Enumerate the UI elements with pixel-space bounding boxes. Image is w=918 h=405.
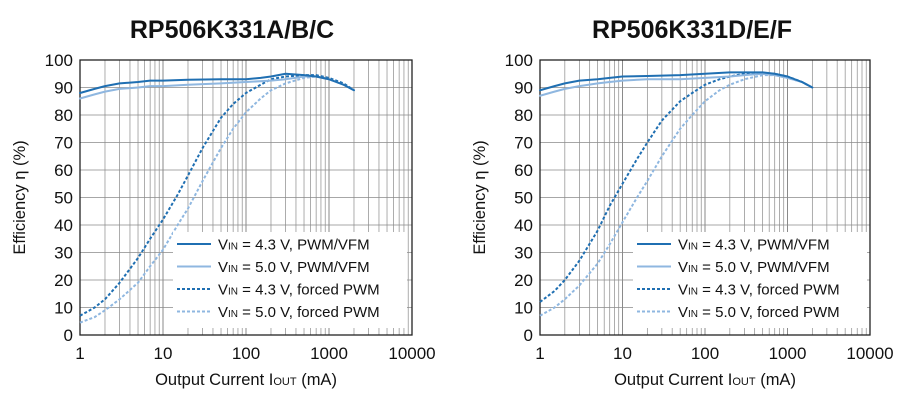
y-tick-label: 10 [54, 299, 73, 318]
y-tick-label: 60 [514, 161, 533, 180]
legend-label: VIN = 4.3 V, forced PWM [678, 282, 840, 299]
x-axis-label: Output Current IOUT (mA) [614, 371, 796, 389]
legend-label: VIN = 4.3 V, forced PWM [218, 282, 380, 299]
y-tick-label: 10 [514, 299, 533, 318]
legend-label: VIN = 4.3 V, PWM/VFM [218, 237, 370, 254]
x-tick-label: 100 [232, 344, 260, 363]
legend-label: VIN = 5.0 V, PWM/VFM [218, 259, 370, 276]
plot-frame [79, 59, 413, 336]
legend-label: VIN = 5.0 V, PWM/VFM [678, 259, 830, 276]
y-tick-label: 50 [54, 189, 73, 208]
legend-label: VIN = 4.3 V, PWM/VFM [678, 237, 830, 254]
y-tick-label: 40 [54, 216, 73, 235]
x-tick-label: 10 [154, 344, 173, 363]
y-axis-label: Efficiency η (%) [11, 140, 29, 254]
y-tick-label: 40 [514, 216, 533, 235]
x-tick-label: 10000 [388, 344, 435, 363]
chart-title: RP506K331A/B/C [130, 16, 334, 44]
legend-box [633, 232, 867, 328]
x-axis-label: Output Current IOUT (mA) [155, 371, 337, 389]
plot-frame [539, 59, 871, 336]
y-tick-label: 70 [514, 134, 533, 153]
series-line [539, 72, 814, 97]
y-tick-label: 100 [45, 51, 73, 70]
legend-label: VIN = 5.0 V, forced PWM [218, 304, 380, 321]
y-tick-label: 90 [514, 79, 533, 98]
x-tick-label: 1000 [310, 344, 348, 363]
series-line [539, 71, 814, 92]
x-tick-label: 100 [691, 344, 719, 363]
x-tick-label: 1 [535, 344, 544, 363]
y-tick-label: 80 [514, 106, 533, 125]
y-tick-label: 60 [54, 161, 73, 180]
y-tick-label: 100 [505, 51, 533, 70]
legend-box [173, 232, 407, 328]
y-tick-label: 30 [54, 244, 73, 263]
x-tick-label: 1 [75, 344, 84, 363]
y-tick-label: 80 [54, 106, 73, 125]
y-tick-label: 0 [64, 326, 73, 345]
legend-label: VIN = 5.0 V, forced PWM [678, 304, 840, 321]
x-tick-label: 10 [613, 344, 632, 363]
y-tick-label: 30 [514, 244, 533, 263]
chart-title: RP506K331D/E/F [592, 16, 792, 44]
series-line [79, 72, 355, 94]
y-tick-label: 20 [54, 271, 73, 290]
y-tick-label: 90 [54, 79, 73, 98]
series-line [539, 72, 813, 303]
y-tick-label: 0 [524, 326, 533, 345]
x-tick-label: 1000 [769, 344, 807, 363]
y-tick-label: 20 [514, 271, 533, 290]
y-tick-label: 50 [514, 189, 533, 208]
x-tick-label: 10000 [846, 344, 893, 363]
y-axis-label: Efficiency η (%) [471, 140, 489, 254]
y-tick-label: 70 [54, 134, 73, 153]
